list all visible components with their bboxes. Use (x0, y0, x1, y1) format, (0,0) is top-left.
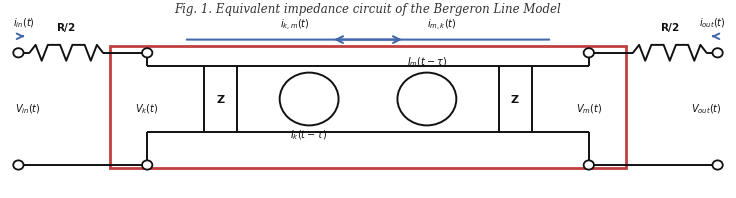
Text: $i_{out}(t)$: $i_{out}(t)$ (699, 16, 726, 30)
Circle shape (584, 161, 593, 169)
Text: $\mathbf{Z}$: $\mathbf{Z}$ (216, 93, 226, 105)
Circle shape (14, 161, 23, 169)
Text: $V_{in}(t)$: $V_{in}(t)$ (15, 102, 40, 116)
Circle shape (280, 73, 339, 125)
Circle shape (584, 49, 593, 57)
Text: $V_m(t)$: $V_m(t)$ (576, 102, 602, 116)
Circle shape (143, 49, 152, 57)
Text: $i_{m,k}(t)$: $i_{m,k}(t)$ (427, 18, 456, 33)
Circle shape (713, 49, 722, 57)
Text: $V_{out}(t)$: $V_{out}(t)$ (690, 102, 721, 116)
Text: $i_{in}(t)$: $i_{in}(t)$ (13, 16, 35, 30)
Circle shape (14, 49, 23, 57)
Circle shape (143, 161, 152, 169)
Text: $\mathbf{R/2}$: $\mathbf{R/2}$ (57, 21, 76, 34)
Text: $I_m(t-\tau)$: $I_m(t-\tau)$ (407, 56, 447, 69)
Circle shape (397, 73, 456, 125)
Text: $\mathbf{R/2}$: $\mathbf{R/2}$ (660, 21, 679, 34)
Text: $i_{k,m}(t)$: $i_{k,m}(t)$ (280, 18, 309, 33)
Text: $\mathbf{Z}$: $\mathbf{Z}$ (510, 93, 520, 105)
Circle shape (713, 161, 722, 169)
Text: $V_k(t)$: $V_k(t)$ (135, 102, 159, 116)
Bar (499, 66, 531, 132)
Bar (110, 46, 626, 168)
Text: $I_k(t-\tau)$: $I_k(t-\tau)$ (291, 129, 328, 142)
Text: Fig. 1. Equivalent impedance circuit of the Bergeron Line Model: Fig. 1. Equivalent impedance circuit of … (174, 3, 562, 16)
Bar (205, 66, 237, 132)
